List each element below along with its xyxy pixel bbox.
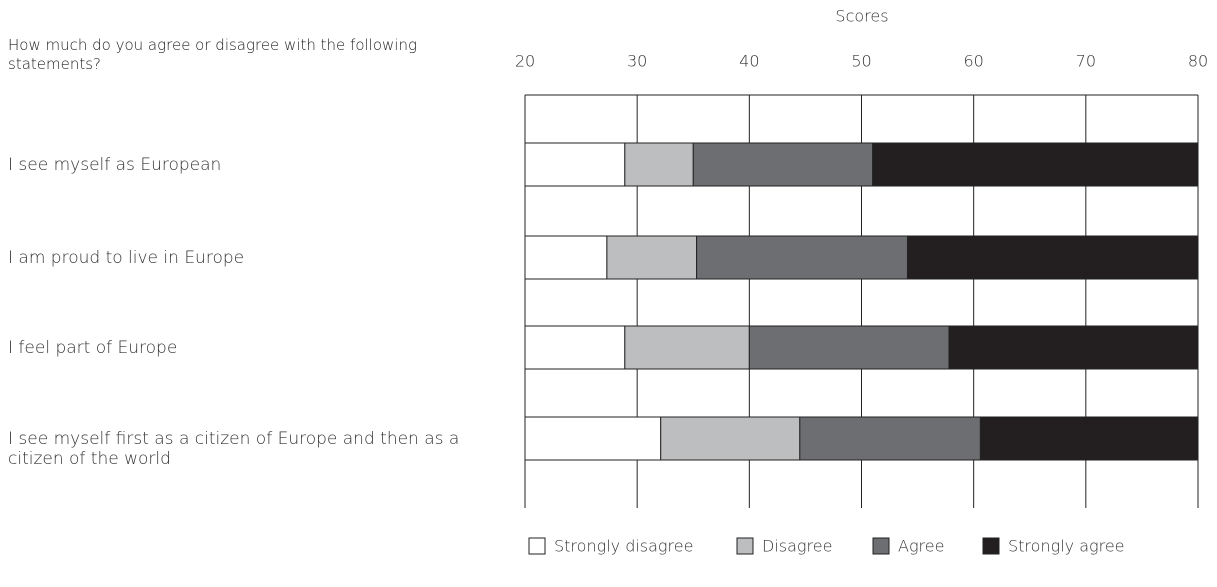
category-label: I see myself first as a citizen of Europ…	[8, 428, 460, 469]
bar-segment	[696, 235, 908, 280]
legend-swatch	[982, 537, 1000, 555]
bar-segment	[606, 235, 698, 280]
legend-label: Strongly agree	[1008, 537, 1125, 556]
bar-segment	[692, 142, 874, 187]
bar-segment	[979, 416, 1199, 461]
bar-segment	[524, 142, 626, 187]
bar-segment	[872, 142, 1199, 187]
bar-segment	[748, 325, 950, 370]
bar-segment	[906, 235, 1199, 280]
x-tick-label: 30	[627, 52, 647, 71]
bar-segment	[624, 142, 694, 187]
bar-segment	[524, 416, 662, 461]
x-tick-label: 20	[515, 52, 535, 71]
legend-label: Disagree	[762, 537, 832, 556]
legend-swatch	[736, 537, 754, 555]
x-tick-label: 60	[963, 52, 983, 71]
bar-segment	[660, 416, 801, 461]
legend-swatch	[872, 537, 890, 555]
bar-segment	[524, 325, 626, 370]
bar-segment	[948, 325, 1199, 370]
bar-segment	[624, 325, 750, 370]
x-tick-label: 80	[1188, 52, 1208, 71]
x-tick-label: 50	[851, 52, 871, 71]
x-tick-label: 40	[739, 52, 759, 71]
bar-segment	[799, 416, 981, 461]
category-label: I am proud to live in Europe	[8, 247, 245, 268]
legend-swatch	[528, 537, 546, 555]
category-label: I see myself as European	[8, 154, 222, 175]
legend-label: Agree	[898, 537, 944, 556]
category-label: I feel part of Europe	[8, 337, 178, 358]
x-axis-label: Scores	[835, 7, 888, 26]
bar-segment	[524, 235, 608, 280]
x-tick-label: 70	[1076, 52, 1096, 71]
question: How much do you agree or disagree with t…	[8, 36, 417, 73]
legend-label: Strongly disagree	[554, 537, 693, 556]
